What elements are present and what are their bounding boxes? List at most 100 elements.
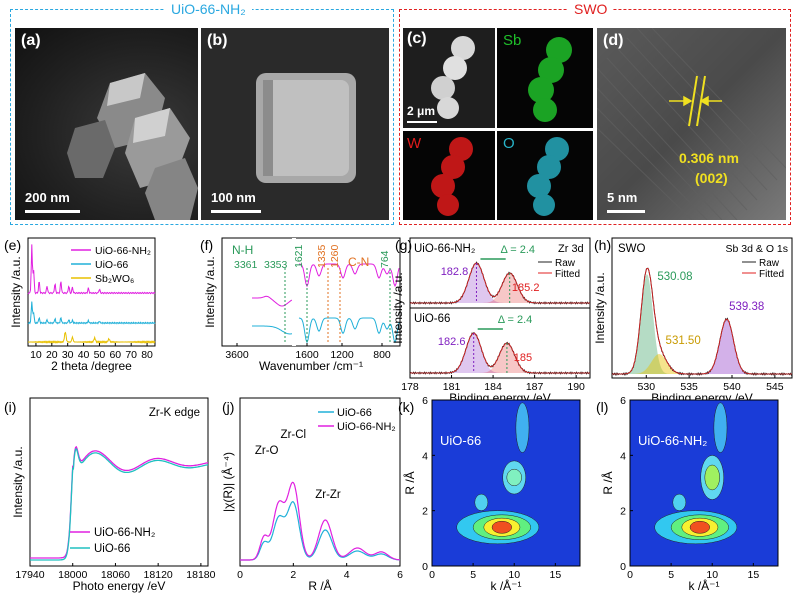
xanes-tick-label: 18180 [186, 569, 215, 581]
xps-zr-sample-label: UiO-66 [414, 313, 450, 325]
wt-k-contour [506, 468, 522, 487]
xrd-legend-label: UiO-66-NH₂ [95, 245, 151, 257]
ftir-xlabel: Wavenumber /cm⁻¹ [259, 359, 363, 373]
xanes-ylabel: Intensity /a.u. [11, 446, 25, 517]
wt-l-ytick-label: 6 [620, 395, 626, 407]
wt-k-xlabel: k /Å⁻¹ [490, 578, 521, 593]
xrd-tick-label: 60 [109, 349, 121, 361]
xrd-tick-label: 70 [125, 349, 137, 361]
wt-k-ytick-label: 6 [422, 395, 428, 407]
exafs-legend-label: UiO-66-NH₂ [337, 421, 396, 433]
xanes-tick-label: 17940 [15, 569, 44, 581]
xrd-ylabel: Intensity /a.u. [9, 256, 23, 327]
panel-label-d: (d) [603, 32, 624, 49]
xps-zr-delta-text: Δ = 2.4 [500, 244, 535, 256]
xrd-legend-label: UiO-66 [95, 259, 128, 271]
xps-sb-tick-label: 545 [766, 381, 784, 393]
wt-l-contour [704, 464, 720, 491]
xanes-tick-label: 18060 [101, 569, 130, 581]
xps-zr-ylabel: Intensity /a.u. [391, 272, 405, 343]
exafs-series-uio-66-nh2 [240, 481, 400, 561]
exafs-series-uio-66 [240, 501, 401, 561]
xrd-tick-label: 50 [94, 349, 106, 361]
xps-zr-sample-label: UiO-66-NH₂ [414, 243, 475, 255]
panel-label-g: (g) [395, 237, 412, 253]
scale-text-d: 5 nm [607, 190, 638, 205]
xps-sb-fitted-line [612, 267, 792, 375]
wt-k-xtick-label: 0 [429, 569, 435, 581]
xanes-tick-label: 18000 [58, 569, 87, 581]
panel-label-h: (h) [594, 237, 611, 253]
sem-image-c: (c) 2 μm [403, 28, 495, 128]
xps-sb-ylabel: Intensity /a.u. [593, 272, 607, 343]
panel-label-e: (e) [4, 237, 21, 253]
exafs-annot-zr-o: Zr-O [255, 445, 279, 457]
xps-sb-tick-label: 530 [638, 381, 656, 393]
wt-l-contour [689, 520, 711, 534]
wt-l-ytick-label: 0 [620, 561, 626, 573]
exafs-tick-label: 0 [237, 569, 243, 581]
xanes-legend-label: UiO-66 [94, 543, 130, 555]
xps-zr-tick-label: 181 [443, 381, 461, 393]
eds-label-o: O [503, 135, 515, 152]
xps-zr-tick-label: 190 [567, 381, 585, 393]
eds-label-sb: Sb [503, 32, 522, 49]
panel-label-c: (c) [407, 30, 427, 47]
wt-l-ylabel: R /Å [600, 471, 615, 494]
xrd-series-uio-66 [27, 301, 156, 325]
wt-l-xtick-label: 0 [627, 569, 633, 581]
wt-k-ytick-label: 4 [422, 450, 428, 462]
uio-title: UiO-66-NH₂ [165, 1, 252, 17]
particle-chain-illustration [431, 36, 475, 119]
xanes-series-uio-66-nh2 [30, 445, 209, 559]
panel-label-l: (l) [596, 399, 608, 415]
wt-k-xtick-label: 5 [470, 569, 476, 581]
wt-k-ytick-label: 0 [422, 561, 428, 573]
xps-sb-title: Sb 3d & O 1s [726, 243, 788, 255]
xanes-title: Zr-K edge [149, 407, 200, 419]
xps-zr-tick-label: 178 [401, 381, 419, 393]
panel-label-i: (i) [4, 399, 16, 415]
xanes-tick-label: 18120 [144, 569, 173, 581]
exafs-legend-label: UiO-66 [337, 407, 372, 419]
xps-zr-fitted-line [410, 332, 590, 374]
wt-k-frame [431, 399, 581, 567]
xps-sb-sample-label: SWO [618, 243, 646, 255]
xps-sb-peak-530: 530.08 [657, 271, 692, 283]
xanes-xlabel: Photo energy /eV [73, 579, 166, 593]
wt-k-contour [491, 520, 513, 534]
xps-sb-frame [611, 237, 793, 379]
panel-label-j: (j) [222, 399, 234, 415]
exafs-tick-label: 6 [397, 569, 403, 581]
xps-zr-tick-label: 187 [526, 381, 544, 393]
exafs-frame [239, 397, 401, 567]
ftir-annot-nh: N-H [232, 243, 253, 257]
xrd-tick-label: 40 [78, 349, 90, 361]
xrd-frame [27, 237, 156, 347]
lattice-fringes-illustration [597, 28, 786, 220]
exafs-annot-zr-cl: Zr-Cl [281, 429, 307, 441]
xrd-tick-label: 20 [46, 349, 58, 361]
wt-k-sample-label: UiO-66 [440, 433, 481, 448]
swo-title: SWO [568, 1, 614, 17]
scale-bar-b [211, 210, 261, 213]
xps-sb-legend-label: Fitted [759, 269, 784, 280]
xrd-series-uio-66-nh2 [27, 244, 156, 295]
panel-label-f: (f) [200, 237, 213, 253]
ftir-annot-1260: 1260 [329, 244, 341, 268]
wt-k-ylabel: R /Å [402, 471, 417, 494]
wt-l-ytick-label: 2 [620, 506, 626, 518]
xps-zr-fitted-line [410, 262, 590, 304]
wt-k-contour [515, 402, 530, 453]
xps-sb-fill-531 [612, 354, 792, 374]
ftir-tick-label: 1200 [330, 349, 354, 361]
xps-zr-fill-peak2 [410, 343, 590, 373]
wt-l-ytick-label: 4 [620, 450, 626, 462]
exafs-xlabel: R /Å [308, 578, 331, 593]
o-map-illustration [527, 137, 569, 216]
scale-bar-a [25, 210, 80, 213]
ftir-annot-1621: 1621 [293, 244, 305, 268]
wt-l-xlabel: k /Å⁻¹ [688, 578, 719, 593]
xps-sb-fill-530 [612, 274, 792, 374]
